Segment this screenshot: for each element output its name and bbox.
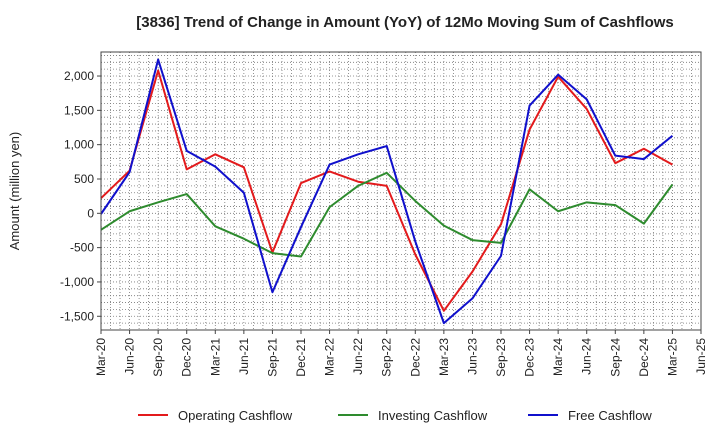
y-axis-label: Amount (million yen) — [7, 132, 22, 251]
x-tick-label: Jun-25 — [694, 338, 708, 375]
y-tick-label: 0 — [87, 206, 94, 220]
x-tick-label: Jun-23 — [465, 338, 479, 375]
x-tick-label: Mar-23 — [437, 338, 451, 376]
x-tick-label: Mar-22 — [323, 338, 337, 376]
plot-frame — [100, 51, 702, 331]
x-tick-label: Dec-21 — [294, 338, 308, 377]
x-tick-label: Mar-20 — [94, 338, 108, 376]
x-tick-label: Jun-22 — [351, 338, 365, 375]
legend-label-free-cashflow: Free Cashflow — [568, 408, 652, 423]
legend-label-investing-cashflow: Investing Cashflow — [378, 408, 488, 423]
y-tick-label: 1,500 — [64, 103, 94, 117]
y-tick-label: -1,000 — [60, 275, 94, 289]
x-tick-label: Jun-20 — [123, 338, 137, 375]
x-tick-label: Jun-24 — [580, 338, 594, 375]
series-layer — [100, 58, 674, 325]
x-tick-label: Sep-20 — [151, 338, 165, 377]
x-tick-label: Dec-24 — [637, 338, 651, 377]
x-ticks: Mar-20 Jun-20 Sep-20 Dec-20 Mar-21 Jun-21 Sep-… — [94, 330, 708, 377]
x-tick-label: Mar-21 — [208, 338, 222, 376]
y-tick-label: 500 — [74, 172, 94, 186]
y-tick-label: -500 — [70, 241, 94, 255]
y-tick-label: 2,000 — [64, 69, 94, 83]
x-tick-label: Jun-21 — [237, 338, 251, 375]
x-tick-label: Dec-22 — [408, 338, 422, 377]
x-tick-label: Sep-22 — [380, 338, 394, 377]
investing-cashflow-line — [100, 171, 674, 258]
grid — [100, 52, 702, 331]
x-tick-label: Sep-24 — [608, 338, 622, 377]
x-tick-label: Dec-23 — [523, 338, 537, 377]
x-tick-label: Sep-23 — [494, 338, 508, 377]
x-tick-label: Mar-24 — [551, 338, 565, 376]
legend-label-operating-cashflow: Operating Cashflow — [178, 408, 293, 423]
y-tick-label: 1,000 — [64, 138, 94, 152]
y-tick-label: -1,500 — [60, 309, 94, 323]
x-tick-label: Sep-21 — [265, 338, 279, 377]
operating-cashflow-line — [100, 69, 673, 312]
y-ticks: 2,000 1,500 1,000 500 0 -500 -1,000 -1,500 — [60, 69, 101, 323]
x-tick-label: Dec-20 — [180, 338, 194, 377]
x-tick-label: Mar-25 — [665, 338, 679, 376]
free-cashflow-line — [100, 58, 674, 325]
chart-title: [3836] Trend of Change in Amount (YoY) o… — [136, 14, 674, 31]
legend: Operating Cashflow Investing Cashflow Free… — [138, 408, 652, 423]
